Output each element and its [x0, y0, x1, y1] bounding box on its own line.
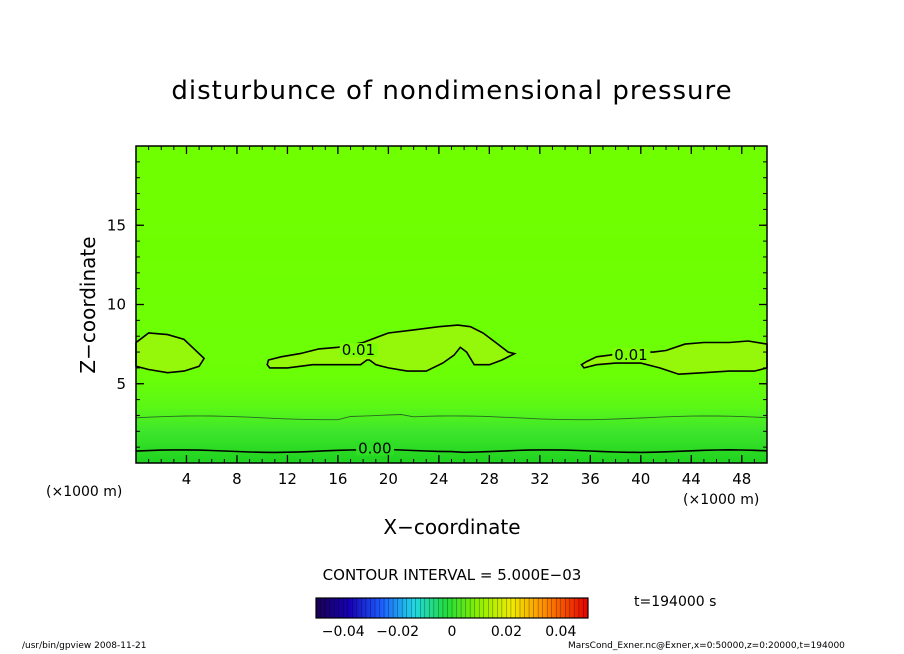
contour-interval-label: CONTOUR INTERVAL = 5.000E−03	[322, 566, 582, 584]
colorbar-tick-label: −0.02	[376, 624, 419, 640]
y-tick-label: 5	[116, 375, 126, 393]
contour-label: 0.01	[342, 341, 375, 359]
x-tick-label: 24	[429, 470, 448, 488]
x-tick-label: 28	[480, 470, 499, 488]
x-tick-label: 16	[328, 470, 347, 488]
x-axis-label: X−coordinate	[383, 515, 521, 539]
colorbar: −0.04 −0.02 0 0.02 0.04	[315, 597, 589, 640]
contour-label: 0.01	[614, 346, 647, 364]
x-tick-label: 40	[631, 470, 650, 488]
colorbar-tick-label: 0.02	[491, 624, 522, 640]
x-unit-label-right: (×1000 m)	[683, 492, 760, 508]
contour-line-0.01-middle	[266, 324, 517, 372]
contour-label: 0.00	[358, 439, 391, 457]
field-background	[136, 146, 767, 463]
x-tick-label: 48	[732, 470, 751, 488]
contour-line-0.00	[135, 448, 768, 454]
plot-area: 0.01 0.01 0.00	[135, 146, 768, 463]
colorbar-tick-label: 0.04	[545, 624, 576, 640]
contour-label-bg	[612, 347, 651, 362]
x-tick-label: 36	[581, 470, 600, 488]
x-tick-label: 20	[379, 470, 398, 488]
field-band	[136, 237, 767, 261]
contour-line-0.005	[135, 414, 768, 421]
x-tick-label: 44	[682, 470, 701, 488]
colorbar-tick-label: −0.04	[322, 624, 365, 640]
contour-fill-middle	[267, 325, 515, 372]
footer-right-text: MarsCond_Exner.nc@Exner,x=0:50000,z=0:20…	[568, 641, 845, 651]
y-tick-label: 15	[107, 216, 126, 234]
contour-label-bg	[339, 343, 378, 358]
time-label: t=194000 s	[634, 594, 717, 610]
x-tick-label: 4	[182, 470, 192, 488]
contour-line-0.01-left	[135, 332, 206, 374]
contour-label-bg	[356, 441, 395, 456]
contour-fill-right	[581, 341, 767, 375]
x-tick-label: 8	[232, 470, 242, 488]
footer-left-text: /usr/bin/gpview 2008-11-21	[22, 641, 147, 651]
colorbar-frame	[315, 597, 589, 619]
colorbar-tick-label: 0	[448, 624, 457, 640]
x-unit-label-left: (×1000 m)	[46, 484, 123, 500]
y-tick-label: 10	[107, 296, 126, 314]
chart-title: disturbunce of nondimensional pressure	[171, 76, 733, 106]
x-tick-label: 32	[530, 470, 549, 488]
x-tick-label: 12	[278, 470, 297, 488]
